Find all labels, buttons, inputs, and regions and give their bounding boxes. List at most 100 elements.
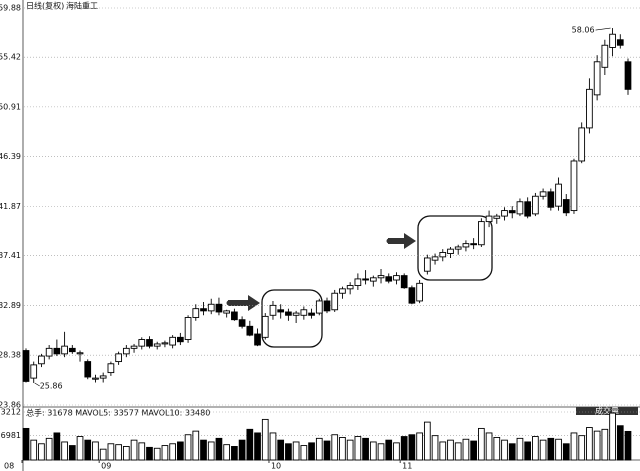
volume-tick-label: 53212 [0,408,21,417]
volume-bar [76,436,84,461]
candle-body [601,44,609,68]
candle-body [331,292,339,311]
volume-bar [30,439,38,461]
volume-bar [462,438,470,461]
candle-body [586,88,593,129]
volume-bar [555,438,562,461]
candle-body [246,325,254,336]
x-tick-label: 10 [271,462,281,471]
volume-bar [84,439,92,461]
candle-body [562,199,570,214]
candle-body [400,275,408,289]
candle-body [609,33,616,48]
volume-button[interactable]: 成交量 [595,406,619,416]
y-tick-label: 23.86 [0,401,21,410]
volume-bar [393,442,400,461]
volume-bar [400,436,408,461]
volume-bar [315,437,323,461]
volume-bar [470,440,477,461]
volume-bar [215,437,223,461]
candle-body [524,201,532,217]
y-tick-label: 59.88 [0,4,21,13]
candle-body [408,287,416,304]
volume-bar [223,444,231,461]
low-pointer [34,382,40,387]
candle-body [22,350,30,382]
y-tick-label: 37.41 [0,251,21,260]
volume-bar [254,432,261,461]
volume-bar [277,439,285,461]
candle-body [547,191,555,208]
volume-bar [385,439,393,461]
y-tick-label: 50.91 [0,102,21,111]
candle-body [53,347,61,355]
candle-body [138,339,146,347]
candle-body [215,303,223,313]
volume-bar [45,437,53,461]
candle-body [462,243,470,248]
volume-bar [616,425,624,461]
volume-bar [122,446,130,461]
volume-bar [539,439,547,461]
volume-bar [586,427,593,461]
candle-body [493,215,501,219]
y-tick-label: 46.39 [0,152,21,161]
volume-bar [246,428,254,461]
candle-body [84,361,92,378]
volume-bar [231,446,238,461]
high-pointer [595,27,611,31]
candle-body [238,319,246,327]
volume-bar [177,441,184,461]
candle-body [501,210,508,217]
volume-bar [192,430,200,461]
highlight-box [417,215,493,281]
volume-bar [115,444,122,461]
volume-bar [609,412,616,461]
candle-body [308,312,315,316]
volume-bar [300,445,308,461]
candle-body [555,183,562,207]
volume-bar [423,421,431,461]
volume-bar [377,443,385,461]
arrow-dot [226,300,232,306]
candle-body [223,310,231,314]
candle-body [508,210,516,214]
candle-body [45,347,53,357]
volume-bar [493,436,501,461]
volume-bar [261,418,269,461]
low-label: 25.86 [40,381,63,390]
volume-bar [53,432,61,461]
volume-bar [369,441,377,461]
volume-bar [408,434,416,461]
volume-bar [146,446,153,461]
chart-title: 日线(复权) [26,1,64,11]
volume-button-bg[interactable] [576,407,638,415]
volume-bar [478,427,485,461]
arrow [388,233,416,249]
volume-bar [292,441,300,461]
candle-body [99,375,107,379]
candle-body [570,160,578,212]
candle-body [516,201,524,215]
candle-body [624,61,632,90]
volume-bar [524,441,532,461]
volume-bar [454,442,462,461]
volume-bar [624,430,632,461]
x-tick-label: 09 [101,462,111,471]
candle-body [393,275,400,281]
candle-body [478,221,485,246]
candle-body [323,300,331,312]
candle-body [447,248,454,255]
candle-body [169,336,176,346]
candle-body [153,343,161,347]
candle-body [578,127,586,162]
y-tick-label: 28.38 [0,351,21,360]
candle-body [161,342,169,345]
candle-body [593,61,601,96]
candle-body [539,191,547,197]
candle-body [130,345,138,349]
volume-bar [346,439,354,461]
volume-bar [99,448,107,461]
